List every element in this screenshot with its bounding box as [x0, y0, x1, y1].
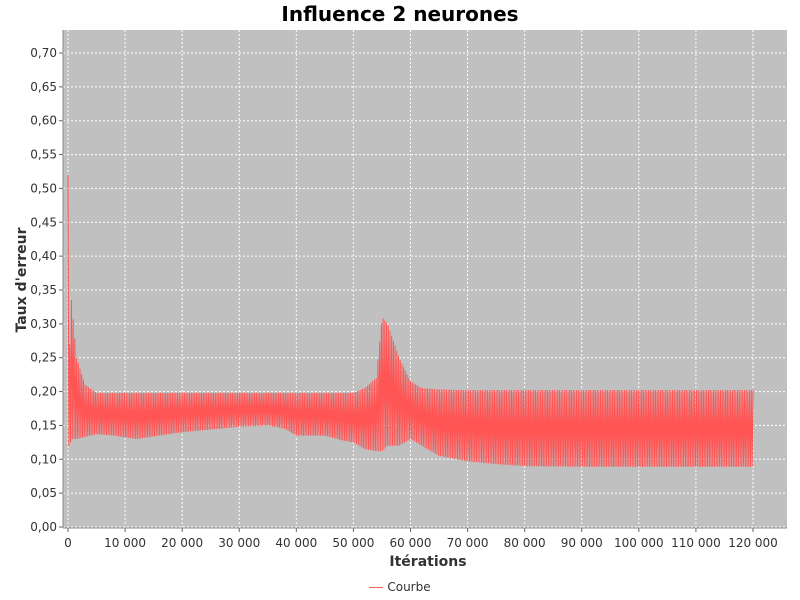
- y-axis-label: Taux d'erreur: [14, 227, 30, 332]
- y-tick-label: 0,35: [30, 283, 57, 297]
- axes: 0,00 0,05 0,10 0,15 0,20 0,25 0,30 0,35 0,40 0,45…: [30, 30, 787, 550]
- x-tick-label: 20 000: [161, 536, 203, 550]
- y-tick-label: 0,20: [30, 385, 57, 399]
- y-tick-label: 0,40: [30, 249, 57, 263]
- y-tick-label: 0,70: [30, 46, 57, 60]
- x-axis-label: Itérations: [389, 554, 466, 570]
- y-tick-label: 0,65: [30, 80, 57, 94]
- x-tick-label: 80 000: [504, 536, 546, 550]
- series-layer: [67, 174, 754, 467]
- legend-label-courbe: Courbe: [387, 580, 431, 594]
- y-tick-label: 0,15: [30, 418, 57, 432]
- y-tick-label: 0,00: [30, 520, 57, 534]
- x-tick-label: 110 000: [671, 536, 721, 550]
- y-tick-label: 0,10: [30, 452, 57, 466]
- x-tick-label: 60 000: [390, 536, 432, 550]
- x-tick-label: 50 000: [332, 536, 374, 550]
- x-tick-label: 10 000: [104, 536, 146, 550]
- x-tick-label: 40 000: [275, 536, 317, 550]
- series-line-courbe: [67, 174, 754, 467]
- y-tick-label: 0,55: [30, 148, 57, 162]
- y-tick-label: 0,60: [30, 114, 57, 128]
- chart-title: Influence 2 neurones: [281, 2, 519, 26]
- y-tick-label: 0,30: [30, 317, 57, 331]
- y-tick-label: 0,50: [30, 181, 57, 195]
- x-tick-label: 90 000: [561, 536, 603, 550]
- legend: Courbe: [0, 580, 800, 594]
- x-tick-label: 0: [64, 536, 72, 550]
- y-tick-label: 0,25: [30, 351, 57, 365]
- y-tick-label: 0,45: [30, 215, 57, 229]
- x-tick-label: 120 000: [728, 536, 778, 550]
- x-tick-label: 100 000: [614, 536, 664, 550]
- x-tick-label: 70 000: [447, 536, 489, 550]
- grid-lines: [63, 30, 787, 528]
- x-tick-label: 30 000: [218, 536, 260, 550]
- y-tick-label: 0,05: [30, 486, 57, 500]
- legend-swatch: [369, 587, 384, 588]
